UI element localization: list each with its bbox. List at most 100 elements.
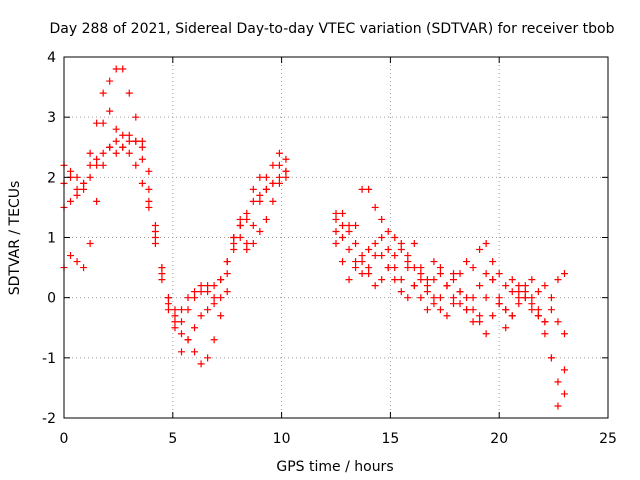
data-point [125,137,133,145]
axis-ticks [63,56,609,419]
x-tick-label: 5 [168,431,177,447]
data-point [197,360,205,368]
data-point [456,270,464,278]
data-point [125,131,133,139]
data-point [560,330,568,338]
data-point [476,246,484,254]
data-points [60,65,568,410]
data-point [230,240,238,248]
data-point [125,149,133,157]
data-point [469,306,477,314]
series-track-h [332,209,568,338]
data-point [249,197,257,205]
data-point [132,113,140,121]
data-point [119,65,127,73]
data-point [417,264,425,272]
data-point [528,276,536,284]
data-point [204,288,212,296]
data-point [456,300,464,308]
data-point [67,252,75,260]
data-point [489,276,497,284]
data-point [515,288,523,296]
data-point [171,324,179,332]
y-tick-label: 1 [47,231,56,247]
data-point [217,276,225,284]
data-point [436,306,444,314]
data-point [502,324,510,332]
data-point [410,240,418,248]
data-point [560,366,568,374]
data-point [99,161,107,169]
data-point [151,234,159,241]
data-point [171,318,179,326]
data-point [197,288,205,296]
data-point [450,294,458,302]
data-point [145,167,153,175]
data-point [86,161,94,169]
tick-labels: 0 5 10 15 20 25 -2 -1 0 1 2 3 4 [42,50,617,447]
data-point [554,378,562,386]
data-point [332,240,340,248]
data-point [436,270,444,278]
data-point [482,330,490,338]
data-point [384,227,392,235]
data-point [164,294,172,302]
data-point [145,197,153,205]
data-point [164,300,172,308]
data-point [423,276,431,284]
data-point [138,155,146,163]
data-point [73,191,81,199]
data-point [223,270,231,278]
data-point [145,203,153,211]
data-point [99,89,107,97]
data-point [67,197,75,205]
data-point [99,119,107,127]
data-point [339,209,347,217]
data-point [345,276,353,284]
data-point [112,65,120,73]
data-point [80,264,88,272]
data-point [365,270,373,278]
data-point [112,137,120,145]
data-point [371,203,379,211]
series-track-c [60,65,290,368]
data-point [397,276,405,284]
data-point [236,221,244,229]
data-point [541,282,549,290]
data-point [262,173,270,181]
data-point [112,149,120,157]
data-point [345,221,353,229]
data-point [151,227,159,235]
data-point [86,149,94,157]
data-point [502,282,510,290]
data-point [158,270,166,278]
data-point [482,294,490,302]
data-point [171,312,179,320]
data-point [230,246,238,254]
data-point [67,167,75,175]
data-point [528,300,536,308]
data-point [99,149,107,157]
x-tick-label: 0 [60,431,69,447]
data-point [384,246,392,254]
data-point [106,77,114,85]
data-point [332,209,340,217]
data-point [282,155,290,163]
data-point [345,227,353,235]
data-point [469,264,477,272]
data-point [93,155,101,163]
data-point [508,288,516,296]
y-tick-label: 4 [47,50,56,66]
data-point [352,258,360,266]
data-point [476,282,484,290]
data-point [528,294,536,302]
data-point [365,246,373,254]
data-point [269,161,277,169]
data-point [210,294,218,302]
data-point [345,246,353,254]
data-point [469,318,477,326]
data-point [371,282,379,290]
data-point [93,161,101,169]
data-point [125,89,133,97]
data-point [371,252,379,260]
